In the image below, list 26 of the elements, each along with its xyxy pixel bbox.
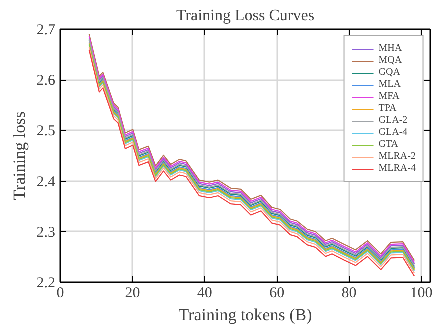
x-axis-title: Training tokens (B) [178, 306, 312, 324]
legend-label: MQA [378, 55, 402, 66]
chart-title: Training Loss Curves [176, 8, 315, 24]
legend-label: GQA [378, 67, 400, 78]
y-tick-label: 2.7 [36, 22, 56, 38]
x-tick-label: 0 [56, 286, 64, 302]
legend-label: MHA [378, 43, 402, 54]
legend-label: MFA [378, 91, 400, 102]
x-tick-label: 80 [342, 286, 357, 302]
y-tick-label: 2.2 [36, 276, 56, 292]
legend-label: TPA [378, 103, 398, 114]
y-tick-label: 2.6 [36, 73, 56, 90]
x-tick-label: 60 [270, 286, 285, 302]
legend-label: GLA-4 [378, 127, 408, 138]
legend-label: GTA [378, 139, 399, 150]
legend-label: GLA-2 [378, 115, 408, 126]
x-tick-label: 40 [197, 286, 212, 302]
y-tick-label: 2.5 [36, 124, 56, 140]
y-tick-label: 2.4 [36, 174, 56, 190]
legend-label: MLRA-2 [378, 151, 416, 162]
legend-label: MLA [378, 79, 401, 90]
legend-label: MLRA-4 [378, 163, 416, 174]
x-tick-label: 100 [410, 286, 433, 302]
x-tick-label: 20 [125, 286, 140, 302]
y-axis-title: Training loss [10, 112, 29, 200]
y-tick-label: 2.3 [36, 224, 56, 241]
